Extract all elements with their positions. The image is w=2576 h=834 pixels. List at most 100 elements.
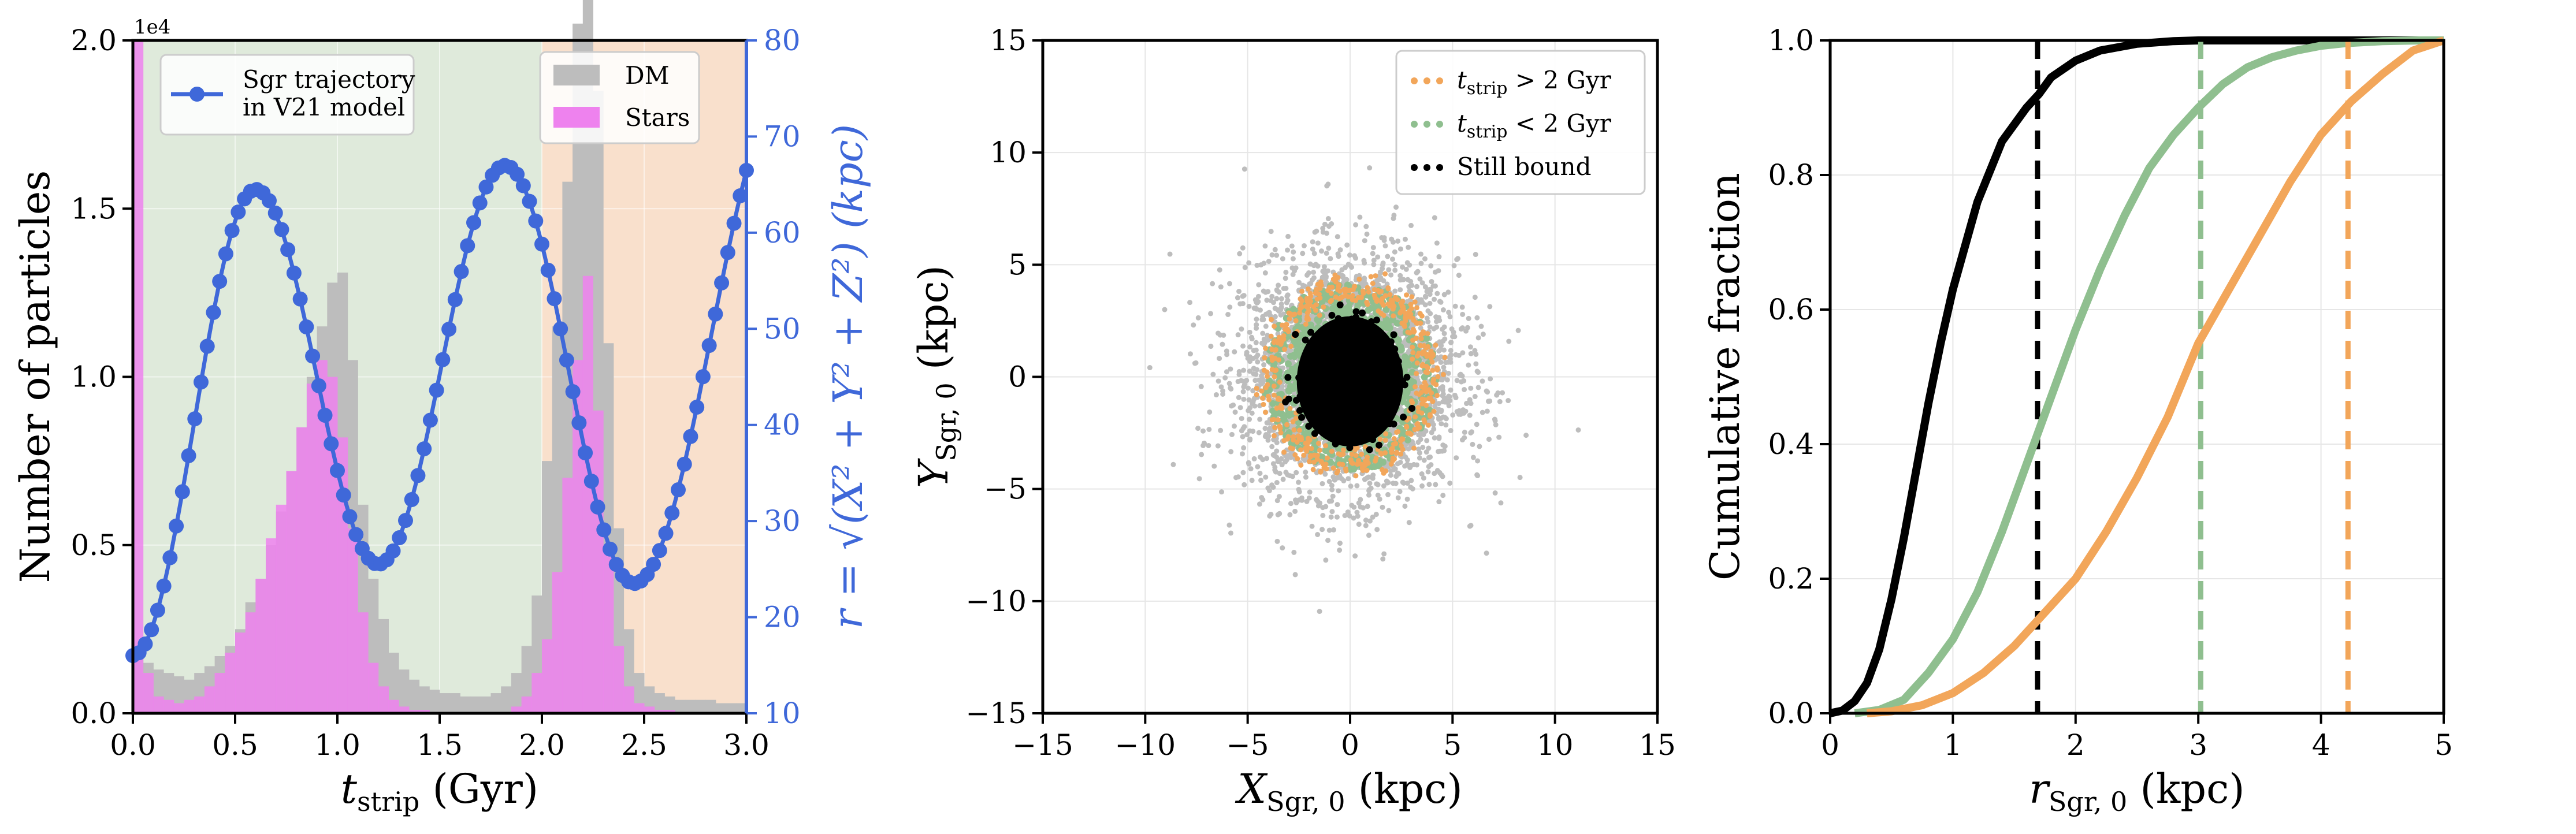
dm-bar	[480, 696, 491, 713]
gray-point	[1404, 260, 1410, 266]
trajectory-marker	[726, 215, 742, 231]
dm-bar	[408, 679, 420, 713]
trajectory-marker	[714, 275, 730, 291]
gray-point	[1456, 273, 1462, 278]
young-strip-point	[1397, 343, 1404, 351]
trajectory-legend-text-1: Sgr trajectory	[243, 65, 415, 94]
gray-point	[1452, 334, 1458, 340]
trajectory-marker	[385, 543, 401, 559]
gray-point	[1269, 444, 1275, 449]
gray-point	[1320, 505, 1326, 511]
gray-point	[1218, 284, 1224, 290]
gray-point	[1258, 454, 1263, 460]
gray-point	[1381, 278, 1386, 284]
gray-point	[1196, 476, 1202, 482]
gray-point	[1250, 399, 1256, 405]
old-strip-point	[1306, 459, 1312, 464]
gray-point	[1448, 387, 1454, 393]
gray-point	[1274, 538, 1280, 544]
gray-point	[1393, 474, 1399, 479]
gray-point	[1380, 262, 1385, 268]
young-strip-point	[1365, 306, 1372, 314]
gray-point	[1274, 480, 1280, 486]
trajectory-marker	[658, 526, 674, 541]
stars-bar	[276, 504, 287, 713]
gray-point	[1434, 240, 1440, 246]
gray-point	[1442, 415, 1448, 420]
old-strip-point	[1413, 336, 1419, 341]
y-tick-label-1: 0.5	[70, 528, 117, 562]
gray-point	[1418, 251, 1424, 257]
gray-point	[1454, 455, 1459, 461]
old-strip-point	[1442, 355, 1448, 360]
gray-point	[1320, 269, 1326, 274]
gray-point	[1438, 359, 1444, 365]
gray-point	[1241, 166, 1247, 172]
gray-point	[1460, 350, 1466, 356]
trajectory-marker	[583, 474, 599, 489]
stars-legend-label: Stars	[625, 103, 690, 132]
old-strip-point	[1307, 291, 1313, 296]
gray-point	[1232, 423, 1237, 429]
gray-point	[1199, 452, 1205, 457]
gray-point	[1261, 362, 1267, 368]
gray-point	[1443, 422, 1449, 428]
gray-point	[1256, 282, 1262, 288]
gray-point	[1392, 262, 1398, 267]
gray-point	[1217, 267, 1222, 273]
old-strip-point	[1281, 449, 1287, 455]
gray-point	[1440, 391, 1446, 397]
gray-point	[1397, 277, 1403, 283]
gray-point	[1276, 494, 1282, 500]
gray-point	[1246, 385, 1251, 391]
stars-bar	[194, 696, 205, 713]
gray-point	[1385, 254, 1391, 259]
gray-point	[1451, 329, 1456, 335]
gray-point	[1236, 394, 1241, 400]
gray-point	[1380, 556, 1386, 562]
gray-point	[1272, 247, 1278, 252]
trajectory-marker	[559, 352, 574, 368]
gray-point	[1264, 297, 1270, 303]
old-strip-point	[1425, 422, 1431, 428]
trajectory-marker	[454, 264, 469, 280]
gray-point	[1373, 512, 1379, 517]
dm-bar	[715, 703, 727, 713]
old-strip-point	[1416, 392, 1422, 397]
trajectory-marker	[695, 369, 711, 385]
y-tick-label-2: 1.0	[70, 360, 117, 394]
gray-point	[1395, 238, 1401, 244]
gray-point	[1405, 277, 1411, 282]
panel-left: 0.0 0.5 1.0 1.5 2.0 2.5 3.0 0.00.51.01.52.0 10…	[12, 0, 872, 817]
gray-point	[1353, 222, 1359, 228]
old-strip-point	[1287, 405, 1293, 411]
left-y-ticks: 0.00.51.01.52.0	[70, 24, 133, 730]
gray-point	[1374, 481, 1380, 487]
gray-point	[1235, 295, 1240, 301]
gray-point	[1382, 243, 1388, 249]
young-strip-point	[1315, 317, 1322, 325]
gray-point	[1470, 455, 1476, 460]
gray-point	[1226, 522, 1232, 528]
old-strip-point	[1392, 295, 1398, 300]
trajectory-marker	[342, 509, 358, 524]
young-strip-point	[1421, 373, 1428, 381]
dm-legend-label: DM	[625, 61, 670, 90]
gray-point	[1347, 252, 1352, 258]
gray-point	[1354, 509, 1360, 515]
x-tick-label-3: 1.5	[417, 728, 463, 762]
trajectory-marker	[708, 306, 723, 322]
old-strip-point	[1382, 293, 1388, 299]
old-strip-point	[1254, 385, 1259, 391]
gray-point	[1256, 430, 1262, 435]
gray-point	[1271, 437, 1277, 442]
gray-point	[1427, 324, 1433, 330]
gray-point	[1262, 243, 1268, 249]
gray-point	[1432, 296, 1437, 302]
old-strip-point	[1275, 417, 1281, 423]
gray-point	[1228, 449, 1234, 455]
old-strip-point	[1417, 311, 1423, 317]
trajectory-marker	[218, 246, 233, 262]
x-tick-label-4: 2.0	[519, 728, 565, 762]
gray-point	[1195, 426, 1201, 431]
